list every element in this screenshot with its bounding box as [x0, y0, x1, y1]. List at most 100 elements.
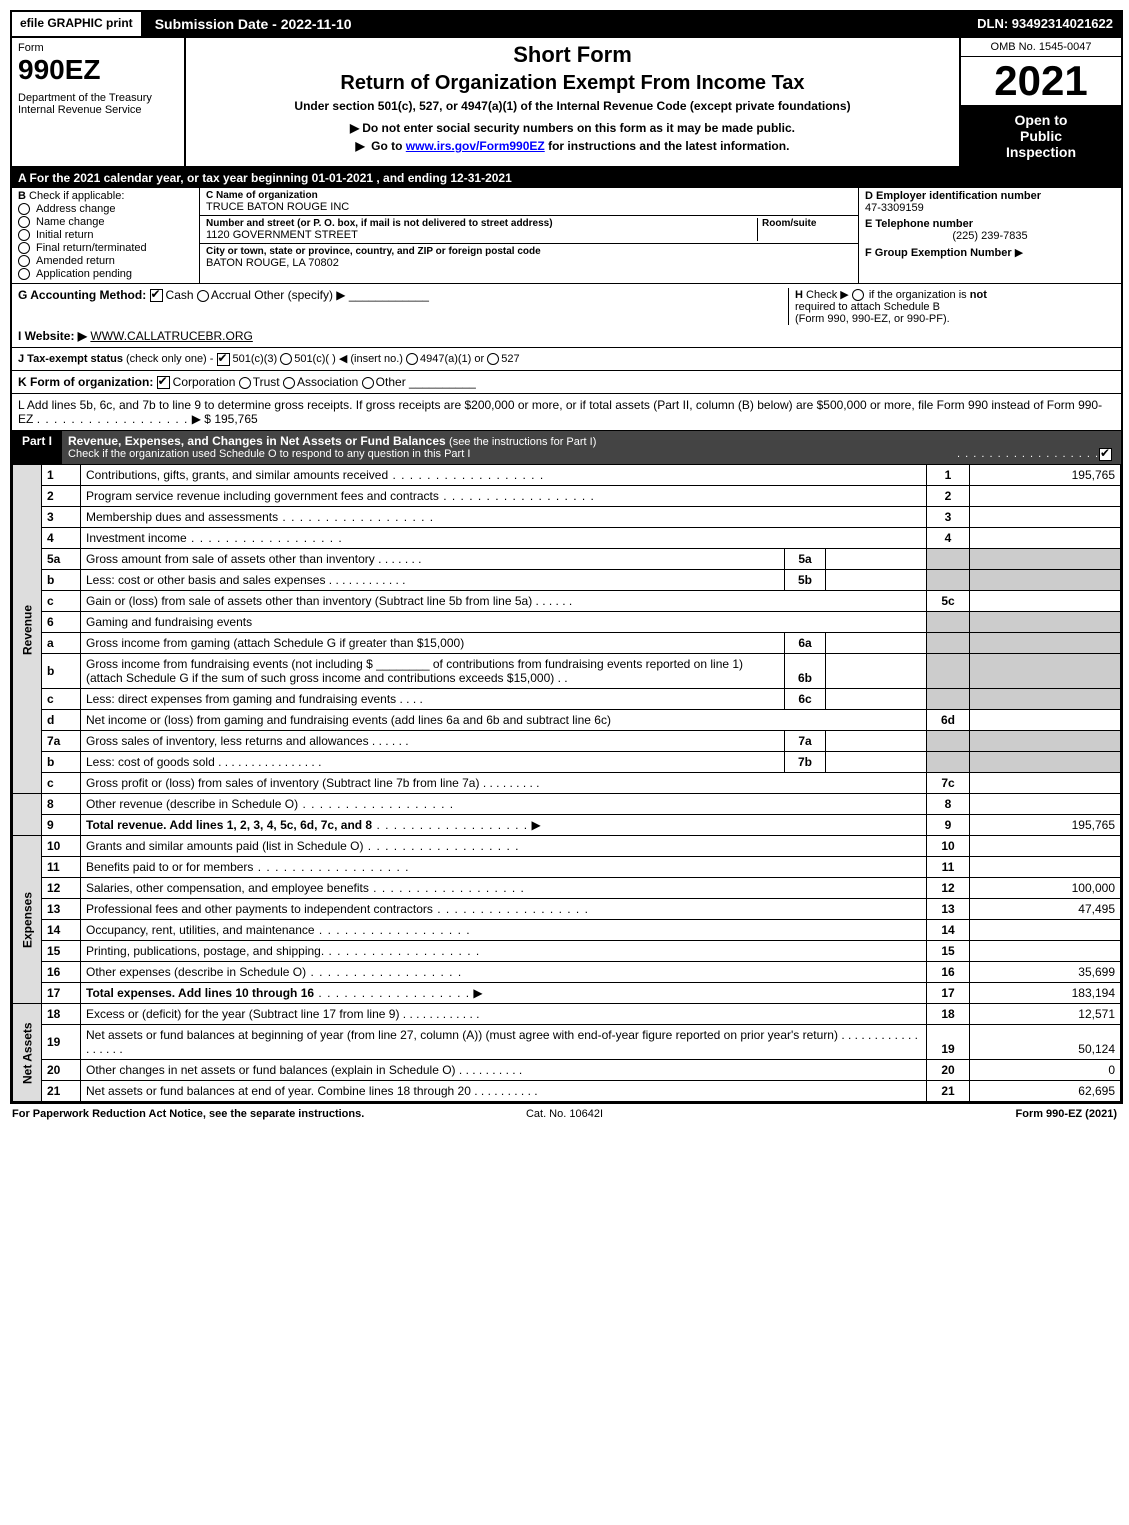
- label-initial: Initial return: [36, 229, 93, 241]
- chk-schedule-o[interactable]: [1099, 448, 1112, 461]
- header-right: OMB No. 1545-0047 2021 Open to Public In…: [961, 38, 1121, 166]
- part-i-title: Revenue, Expenses, and Changes in Net As…: [62, 431, 1121, 464]
- l6a-num: a: [42, 633, 81, 654]
- l7a-num: 7a: [42, 731, 81, 752]
- section-bcdef: B Check if applicable: Address change Na…: [12, 188, 1121, 284]
- chk-501c3[interactable]: [217, 353, 230, 366]
- l6-num: 6: [42, 612, 81, 633]
- l5a-desc: Gross amount from sale of assets other t…: [81, 549, 785, 570]
- line-12: 12 Salaries, other compensation, and emp…: [13, 878, 1121, 899]
- l16-ln: 16: [927, 962, 970, 983]
- chk-cash[interactable]: [150, 289, 163, 302]
- label-accrual: Accrual: [211, 288, 251, 302]
- l2-desc-text: Program service revenue including govern…: [86, 489, 439, 503]
- l1-ln: 1: [927, 465, 970, 486]
- label-name: Name change: [36, 216, 105, 228]
- radio-amended[interactable]: [18, 255, 30, 267]
- label-4947: 4947(a)(1) or: [420, 353, 484, 365]
- j-sub: (check only one) -: [126, 353, 213, 365]
- l3-desc-text: Membership dues and assessments: [86, 510, 278, 524]
- radio-527[interactable]: [487, 353, 499, 365]
- l6a-shade2: [970, 633, 1121, 654]
- footer-left: For Paperwork Reduction Act Notice, see …: [12, 1108, 380, 1120]
- l20-desc: Other changes in net assets or fund bala…: [81, 1060, 927, 1081]
- l9-ln: 9: [927, 815, 970, 836]
- dots: [187, 531, 343, 545]
- l14-desc-text: Occupancy, rent, utilities, and maintena…: [86, 923, 315, 937]
- omb-number: OMB No. 1545-0047: [961, 38, 1121, 57]
- l6b-shade2: [970, 654, 1121, 689]
- line-15: 15 Printing, publications, postage, and …: [13, 941, 1121, 962]
- l3-amt: [970, 507, 1121, 528]
- l20-ln: 20: [927, 1060, 970, 1081]
- header-left: Form 990EZ Department of the Treasury In…: [12, 38, 186, 166]
- line-21: 21 Net assets or fund balances at end of…: [13, 1081, 1121, 1102]
- l14-num: 14: [42, 920, 81, 941]
- radio-trust[interactable]: [239, 377, 251, 389]
- chk-initial-return: Initial return: [18, 229, 193, 241]
- l12-desc: Salaries, other compensation, and employ…: [81, 878, 927, 899]
- radio-h[interactable]: [852, 289, 864, 301]
- l6c-desc-text: Less: direct expenses from gaming and fu…: [86, 692, 396, 706]
- group-exempt-arrow: ▶: [1015, 247, 1023, 259]
- radio-4947[interactable]: [406, 353, 418, 365]
- l6-shade2: [970, 612, 1121, 633]
- part-i-checkline: Check if the organization used Schedule …: [68, 448, 1115, 461]
- radio-501c[interactable]: [280, 353, 292, 365]
- radio-other-org[interactable]: [362, 377, 374, 389]
- l1-amt: 195,765: [970, 465, 1121, 486]
- l18-desc-text: Excess or (deficit) for the year (Subtra…: [86, 1007, 399, 1021]
- dots: [439, 489, 595, 503]
- l18-amt: 12,571: [970, 1004, 1121, 1025]
- l-dots: [37, 412, 189, 426]
- l13-ln: 13: [927, 899, 970, 920]
- radio-address[interactable]: [18, 203, 30, 215]
- chk-corporation[interactable]: [157, 376, 170, 389]
- l4-ln: 4: [927, 528, 970, 549]
- line-9: 9 Total revenue. Add lines 1, 2, 3, 4, 5…: [13, 815, 1121, 836]
- inspection-badge: Open to Public Inspection: [961, 106, 1121, 166]
- dots: [363, 839, 519, 853]
- phone-label: E Telephone number: [865, 218, 1115, 230]
- dots: [306, 965, 462, 979]
- line-11: 11 Benefits paid to or for members 11: [13, 857, 1121, 878]
- street-value: 1120 GOVERNMENT STREET: [206, 229, 753, 241]
- l12-ln: 12: [927, 878, 970, 899]
- instructions-link-line: Go to www.irs.gov/Form990EZ for instruct…: [192, 139, 953, 153]
- l6d-num: d: [42, 710, 81, 731]
- form-header: Form 990EZ Department of the Treasury In…: [12, 38, 1121, 168]
- radio-name[interactable]: [18, 216, 30, 228]
- l18-desc: Excess or (deficit) for the year (Subtra…: [81, 1004, 927, 1025]
- l9-num: 9: [42, 815, 81, 836]
- l7c-desc: Gross profit or (loss) from sales of inv…: [81, 773, 927, 794]
- l7b-num: b: [42, 752, 81, 773]
- l6c-desc: Less: direct expenses from gaming and fu…: [81, 689, 785, 710]
- dots: [433, 902, 589, 916]
- chk-application-pending: Application pending: [18, 268, 193, 280]
- l6c-inval: [826, 689, 927, 710]
- radio-accrual[interactable]: [197, 290, 209, 302]
- l5b-desc: Less: cost or other basis and sales expe…: [81, 570, 785, 591]
- l6-desc: Gaming and fundraising events: [81, 612, 927, 633]
- radio-final[interactable]: [18, 242, 30, 254]
- l7b-desc: Less: cost of goods sold . . . . . . . .…: [81, 752, 785, 773]
- l19-ln: 19: [927, 1025, 970, 1060]
- line-2: 2 Program service revenue including gove…: [13, 486, 1121, 507]
- l5b-desc-text: Less: cost or other basis and sales expe…: [86, 573, 325, 587]
- l17-ln: 17: [927, 983, 970, 1004]
- radio-assoc[interactable]: [283, 377, 295, 389]
- radio-initial[interactable]: [18, 229, 30, 241]
- radio-pending[interactable]: [18, 268, 30, 280]
- line-6b: b Gross income from fundraising events (…: [13, 654, 1121, 689]
- l7a-innum: 7a: [785, 731, 826, 752]
- chk-name-change: Name change: [18, 216, 193, 228]
- line-3: 3 Membership dues and assessments 3: [13, 507, 1121, 528]
- part-i-sub: (see the instructions for Part I): [449, 436, 596, 448]
- chk-address-change: Address change: [18, 203, 193, 215]
- box-f: F Group Exemption Number ▶: [865, 246, 1115, 259]
- row-l: L Add lines 5b, 6c, and 7b to line 9 to …: [12, 394, 1121, 431]
- l7a-desc: Gross sales of inventory, less returns a…: [81, 731, 785, 752]
- l17-amt: 183,194: [970, 983, 1121, 1004]
- irs-link[interactable]: www.irs.gov/Form990EZ: [406, 139, 545, 153]
- org-name-value: TRUCE BATON ROUGE INC: [206, 201, 852, 213]
